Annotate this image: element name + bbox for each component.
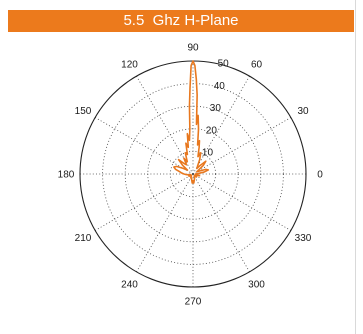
radial-tick-label-40: 40 xyxy=(214,81,226,92)
angle-tick-label-210: 210 xyxy=(75,233,92,244)
angle-tick-label-90: 90 xyxy=(187,43,199,54)
polar-grid xyxy=(79,60,307,288)
radial-tick-label-50: 50 xyxy=(218,59,230,70)
angle-tick-label-60: 60 xyxy=(251,60,263,71)
radial-tick-labels: 10 20 30 40 50 xyxy=(202,59,229,159)
pattern-trace xyxy=(173,60,210,184)
angle-tick-label-300: 300 xyxy=(248,280,265,291)
angle-tick-label-0: 0 xyxy=(317,170,323,181)
radial-tick-label-10: 10 xyxy=(202,148,214,159)
angle-tick-label-30: 30 xyxy=(297,106,309,117)
angle-tick-label-240: 240 xyxy=(121,280,138,291)
radial-tick-label-20: 20 xyxy=(206,126,218,137)
radial-tick-label-30: 30 xyxy=(210,103,222,114)
angle-tick-label-180: 180 xyxy=(58,170,75,181)
angle-tick-labels: 0 30 60 90 120 150 180 210 240 270 300 330 xyxy=(58,43,324,308)
chart-title: 5.5 Ghz H-Plane xyxy=(8,10,354,32)
pattern-series-0 xyxy=(173,60,210,184)
angle-tick-label-150: 150 xyxy=(75,106,92,117)
angle-tick-label-330: 330 xyxy=(295,233,312,244)
angle-tick-label-120: 120 xyxy=(121,60,138,71)
angle-tick-label-270: 270 xyxy=(185,297,202,308)
